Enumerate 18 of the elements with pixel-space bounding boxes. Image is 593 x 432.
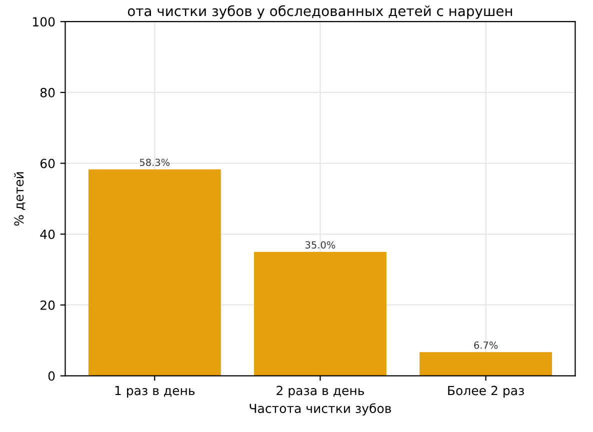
x-tick-label: Более 2 раз [448, 386, 524, 398]
y-tick-label: 100 [33, 17, 55, 27]
bar [420, 352, 552, 376]
data-label: 6.7% [474, 341, 498, 349]
y-tick-label: 40 [40, 230, 55, 240]
bar [88, 169, 221, 376]
y-tick-label: 0 [48, 371, 55, 381]
chart-title: ота чистки зубов у обследованных детей с нарушен [128, 5, 512, 19]
y-axis-title: % детей [14, 172, 26, 226]
x-tick-label: 1 раз в день [115, 386, 195, 398]
x-axis-title: Частота чистки зубов [250, 403, 391, 416]
y-tick-label: 60 [40, 158, 55, 168]
data-label: 58.3% [140, 158, 170, 166]
y-tick-label: 20 [40, 300, 55, 310]
data-label: 35.0% [306, 241, 336, 249]
bar [254, 252, 386, 376]
y-tick-label: 80 [40, 88, 55, 98]
x-tick-label: 2 раза в день [276, 386, 364, 398]
